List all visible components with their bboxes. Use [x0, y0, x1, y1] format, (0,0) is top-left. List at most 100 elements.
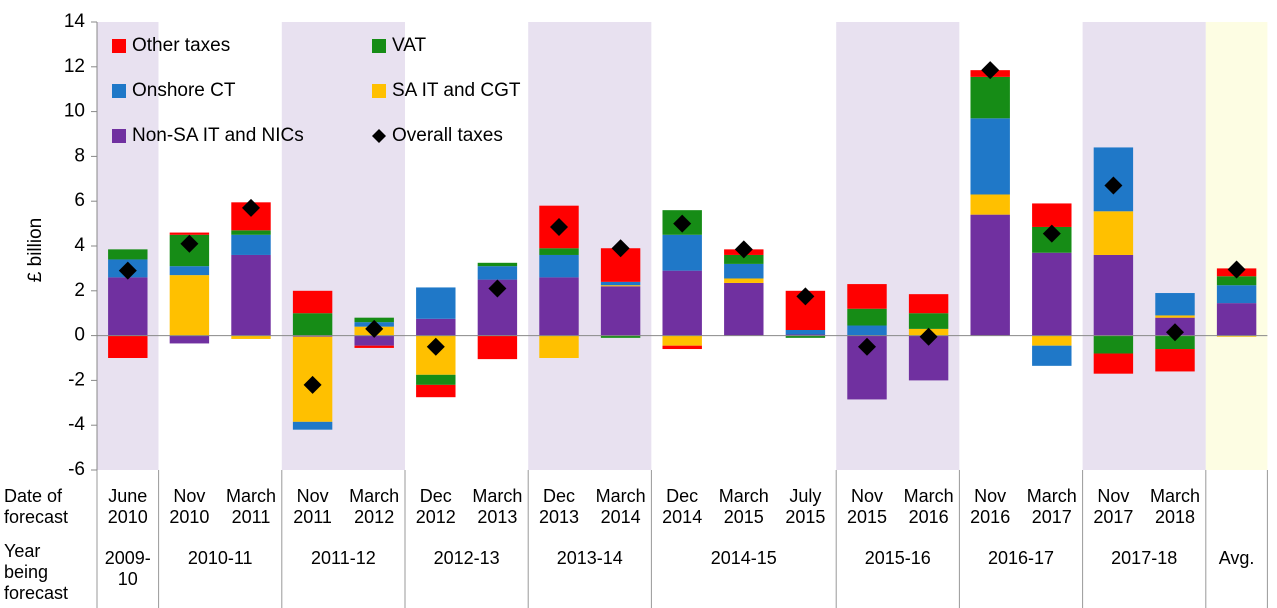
y-tick-label: -2: [68, 369, 85, 390]
y-tick-label: 0: [74, 325, 85, 346]
row-label: Date of forecast: [4, 486, 69, 527]
bar-segment: [477, 262, 518, 267]
legend-label: Overall taxes: [392, 125, 503, 146]
diamond-marker: [1227, 260, 1246, 279]
diamond-marker: [611, 239, 630, 258]
y-tick-label: 6: [74, 190, 85, 211]
bar-segment: [1032, 203, 1072, 227]
year-label: 2016-17: [987, 548, 1055, 568]
y-axis-label: £ billion: [25, 218, 46, 282]
bar-segment: [1093, 254, 1134, 336]
bar-segment: [1093, 335, 1134, 354]
x-tick-label: June 2010: [107, 486, 148, 527]
bar-segment: [908, 294, 949, 314]
x-tick-label: March 2014: [595, 486, 646, 527]
bar-segment: [600, 285, 641, 287]
x-tick-label: Dec 2014: [662, 486, 703, 527]
bar-segment: [169, 266, 210, 276]
y-tick-label: 10: [64, 101, 85, 122]
diamond-marker: [1104, 176, 1123, 195]
bar-segment: [724, 278, 764, 283]
band-shading: [1205, 22, 1268, 470]
x-tick-label: July 2015: [785, 486, 826, 527]
diamond-marker: [118, 261, 137, 280]
x-tick-label: March 2018: [1149, 486, 1200, 527]
x-tick-label: Dec 2013: [538, 486, 579, 527]
legend-marker: [112, 84, 126, 98]
bar-segment: [539, 254, 579, 278]
bar-segment: [600, 335, 641, 338]
diamond-marker: [1042, 224, 1061, 243]
bar-segment: [847, 308, 887, 326]
bar-segment: [1032, 345, 1072, 366]
y-tick-label: 14: [64, 11, 86, 32]
y-tick-label: 4: [74, 235, 85, 256]
bar-segment: [231, 234, 271, 255]
bar-segment: [1155, 349, 1195, 372]
legend-label: Non-SA IT and NICs: [132, 125, 304, 146]
bar-segment: [785, 335, 826, 338]
bar-segment: [847, 325, 887, 336]
bar-segment: [416, 384, 456, 398]
x-tick-label: Nov 2011: [293, 486, 332, 527]
diamond-marker: [1166, 323, 1184, 342]
diamond-marker: [550, 217, 568, 236]
bar-segment: [1155, 335, 1195, 350]
bar-segment: [292, 313, 333, 336]
year-label: 2010-11: [187, 548, 253, 568]
bar-segment: [1216, 276, 1257, 286]
x-tick-label: Nov 2010: [169, 486, 210, 527]
diamond-marker: [673, 214, 692, 233]
bar-segment: [785, 330, 826, 335]
year-label: 2017-18: [1111, 548, 1178, 568]
bar-segment: [108, 277, 148, 336]
bar-segment: [1093, 353, 1134, 374]
x-tick-label: March 2015: [718, 486, 769, 527]
bar-segment: [908, 313, 949, 329]
year-label: 2014-15: [710, 548, 777, 568]
x-tick-label: Nov 2015: [846, 486, 887, 527]
diamond-marker: [303, 375, 322, 394]
y-tick-label: 12: [64, 56, 85, 77]
x-tick-label: Dec 2012: [415, 486, 456, 527]
bar-segment: [600, 281, 641, 286]
bar-segment: [1216, 285, 1257, 304]
x-tick-label: Nov 2017: [1093, 486, 1134, 527]
bar-segment: [970, 194, 1010, 215]
diamond-marker: [365, 319, 384, 338]
y-tick-label: 2: [74, 280, 85, 301]
diamond-marker: [858, 337, 876, 356]
bar-segment: [354, 335, 394, 346]
bar-segment: [477, 335, 518, 360]
bar-segment: [724, 254, 764, 264]
bar-segment: [231, 335, 271, 339]
legend-label: Other taxes: [132, 35, 230, 56]
x-tick-label: March 2017: [1026, 486, 1077, 527]
bar-segment: [231, 254, 271, 336]
year-label: 2015-16: [864, 548, 931, 568]
bar-segment: [1216, 303, 1257, 336]
bar-segment: [1032, 335, 1072, 346]
bar-segment: [847, 284, 887, 309]
year-label: 2011-12: [311, 548, 376, 568]
band-shading: [97, 22, 159, 470]
bar-segment: [477, 266, 518, 280]
bar-segment: [662, 345, 702, 350]
bar-segment: [169, 232, 210, 235]
diamond-marker: [981, 61, 1000, 80]
legend-marker: [372, 84, 386, 98]
y-tick-label: -4: [68, 414, 85, 435]
bar-segment: [539, 248, 579, 255]
bar-segment: [724, 282, 764, 336]
diamond-marker: [180, 234, 199, 253]
year-label: 2009-10: [104, 548, 151, 589]
diamond-marker: [426, 337, 445, 356]
diamond-marker: [488, 279, 507, 298]
legend-marker: [372, 39, 386, 53]
bar-segment: [292, 335, 333, 337]
legend-marker: [112, 129, 126, 143]
bar-segment: [354, 345, 394, 348]
diamond-marker: [796, 287, 815, 306]
bar-segment: [108, 335, 148, 358]
